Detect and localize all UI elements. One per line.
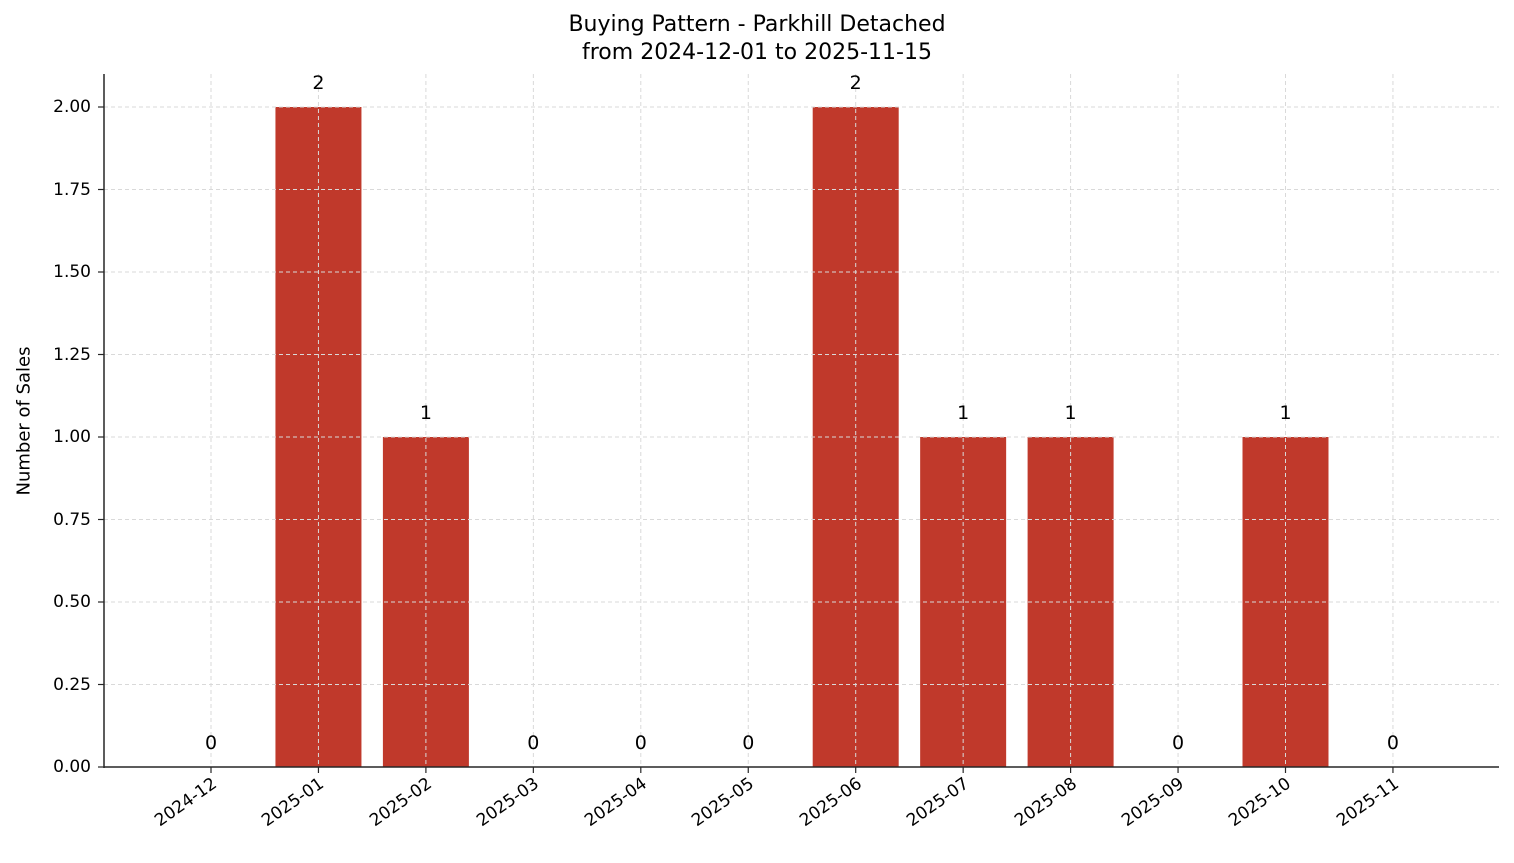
bar-value-label: 0 <box>1386 732 1399 754</box>
bar-value-label: 0 <box>204 732 218 754</box>
bar-value-label: 0 <box>634 732 647 754</box>
bar-value-label: 2 <box>849 72 862 94</box>
bar-value-label: 1 <box>1279 402 1292 424</box>
y-tick-label: 0.75 <box>53 509 91 530</box>
y-tick-label: 0.25 <box>53 674 91 695</box>
bar-value-label: 1 <box>419 402 432 424</box>
chart-title: Buying Pattern - Parkhill Detached <box>568 12 946 37</box>
y-tick-label: 1.25 <box>53 344 91 365</box>
y-tick-label: 1.75 <box>53 179 91 200</box>
y-tick-label: 0.00 <box>53 757 91 777</box>
y-tick-label: 2.00 <box>53 97 91 117</box>
bar-value-label: 2 <box>312 72 325 94</box>
bar-value-label: 0 <box>742 732 755 754</box>
y-tick-label: 1.50 <box>53 262 91 282</box>
bar-value-label: 1 <box>957 402 970 424</box>
chart-subtitle: from 2024-12-01 to 2025-11-15 <box>582 40 932 65</box>
bar-value-label: 1 <box>1064 402 1077 424</box>
y-tick-label: 0.50 <box>53 592 91 612</box>
bar-value-label: 0 <box>527 732 540 754</box>
bar-value-label: 0 <box>1172 732 1185 754</box>
y-tick-label: 1.00 <box>53 427 91 447</box>
